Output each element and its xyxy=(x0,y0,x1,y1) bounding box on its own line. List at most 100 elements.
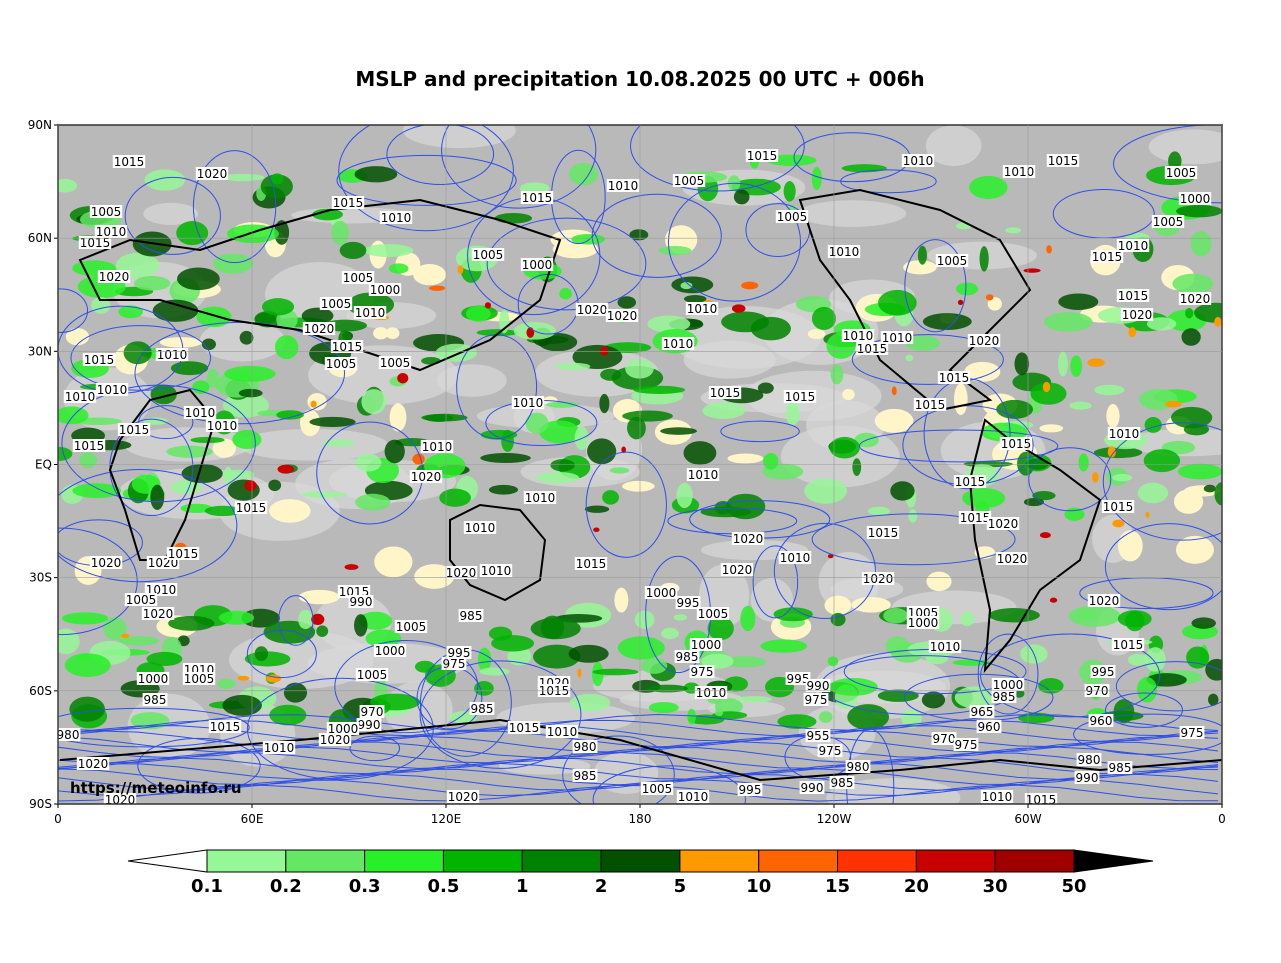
colorbar-label: 5 xyxy=(674,876,687,897)
isobar-label: 1015 xyxy=(84,353,115,367)
isobar xyxy=(58,707,250,748)
isobar-label-bg xyxy=(78,236,112,249)
heavy-precip xyxy=(428,285,446,291)
isobar-label-bg xyxy=(117,423,151,436)
isobar-label-bg xyxy=(675,596,701,609)
land xyxy=(65,328,90,346)
precip xyxy=(270,173,284,185)
isobar-label-bg xyxy=(378,356,412,369)
isobar-label-bg xyxy=(913,398,947,411)
precip xyxy=(1093,446,1143,459)
isobar-label: 1020 xyxy=(997,552,1028,566)
precip xyxy=(64,653,111,677)
precip xyxy=(658,245,692,256)
precip xyxy=(488,484,519,495)
precip xyxy=(255,312,276,325)
isobar xyxy=(58,469,238,583)
isobar xyxy=(980,633,1161,718)
heavy-precip xyxy=(957,299,964,306)
precip xyxy=(421,356,441,365)
precip xyxy=(480,453,531,463)
isobar xyxy=(58,784,1219,802)
isobar-label-bg xyxy=(708,386,742,399)
isobar-label: 975 xyxy=(443,657,466,671)
isobar-label: 1015 xyxy=(522,191,553,205)
isobar-label: 1015 xyxy=(168,547,199,561)
isobar-label: 1010 xyxy=(882,331,913,345)
isobar-label: 1015 xyxy=(939,371,970,385)
precip xyxy=(545,401,579,408)
isobar-label-bg xyxy=(775,210,809,223)
isobar xyxy=(1102,422,1222,541)
land xyxy=(727,453,764,464)
colorbar-label: 20 xyxy=(904,876,929,897)
isobar-label: 1020 xyxy=(99,270,130,284)
lat-label: 30S xyxy=(29,571,52,585)
colorbar-label: 0.3 xyxy=(349,876,381,897)
isobar-label: 1000 xyxy=(138,672,169,686)
cloud xyxy=(237,428,389,461)
precip xyxy=(268,479,282,492)
land xyxy=(212,438,237,458)
lon-label: 120E xyxy=(431,812,462,826)
isobar xyxy=(630,125,805,192)
isobar-label: 1005 xyxy=(343,271,374,285)
isobar-label-bg xyxy=(183,406,217,419)
precip xyxy=(671,276,714,294)
isobar-label-bg xyxy=(103,793,137,806)
isobar-label: 1000 xyxy=(1180,192,1211,206)
precip xyxy=(617,636,665,660)
precip xyxy=(763,453,779,470)
isobar-label-bg xyxy=(803,693,829,706)
isobar-label: 1010 xyxy=(663,337,694,351)
precip xyxy=(130,712,170,730)
precip xyxy=(559,287,572,300)
isobar xyxy=(592,765,746,804)
precip xyxy=(533,644,581,669)
heavy-precip xyxy=(1214,316,1222,327)
precip xyxy=(901,708,922,729)
precip xyxy=(61,612,109,625)
precip xyxy=(1205,658,1222,681)
precip xyxy=(625,358,654,379)
heavy-precip xyxy=(1042,381,1051,393)
precip xyxy=(960,611,975,627)
isobar-label-bg xyxy=(935,254,969,267)
isobar-label-bg xyxy=(318,733,352,746)
precip xyxy=(629,229,649,241)
isobar xyxy=(441,125,597,209)
isobar-label: 1020 xyxy=(1180,292,1211,306)
isobar-label: 1015 xyxy=(236,501,267,515)
precip xyxy=(811,306,836,331)
precip xyxy=(424,414,454,422)
isobar-label: 1020 xyxy=(988,517,1019,531)
isobar-label: 1020 xyxy=(320,733,351,747)
isobar-label-bg xyxy=(572,769,598,782)
isobar-label: 1005 xyxy=(473,248,504,262)
isobar-label: 1015 xyxy=(74,439,105,453)
heavy-precip xyxy=(526,327,535,338)
isobar-label-bg xyxy=(778,551,812,564)
isobar-label: 1020 xyxy=(143,607,174,621)
isobar-label: 960 xyxy=(1090,714,1113,728)
isobar-label-bg xyxy=(348,595,374,608)
isobar-label: 1015 xyxy=(960,511,991,525)
isobar-label-bg xyxy=(511,396,545,409)
precip xyxy=(969,175,1008,200)
precip xyxy=(494,213,533,224)
isobar-label: 975 xyxy=(955,738,978,752)
precip xyxy=(213,253,253,274)
isobar xyxy=(1115,661,1222,712)
precip xyxy=(58,178,78,193)
isobar-label: 970 xyxy=(361,705,384,719)
precip xyxy=(1094,384,1125,396)
isobar xyxy=(977,633,1039,715)
heavy-precip xyxy=(985,294,994,301)
isobar-label-bg xyxy=(195,167,229,180)
precip xyxy=(69,696,106,722)
isobar-label-bg xyxy=(928,640,962,653)
isobar-label: 1010 xyxy=(1109,427,1140,441)
precip xyxy=(627,416,646,440)
isobar-label-bg xyxy=(76,757,110,770)
